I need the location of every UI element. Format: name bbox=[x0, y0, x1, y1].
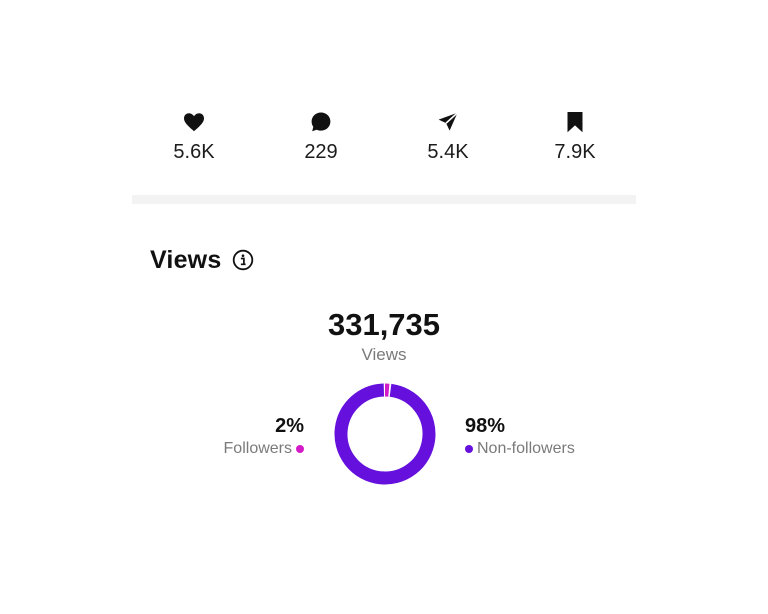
views-donut-chart bbox=[334, 383, 436, 485]
total-views-label: Views bbox=[361, 345, 407, 364]
views-total: 331,735 Views bbox=[284, 305, 484, 365]
followers-label: Followers bbox=[223, 440, 292, 457]
comment-icon bbox=[311, 112, 331, 132]
shares-stat[interactable]: 5.4K bbox=[408, 108, 488, 164]
bookmark-icon bbox=[567, 112, 583, 133]
followers-legend: 2% Followers bbox=[224, 413, 304, 459]
section-divider bbox=[132, 195, 636, 204]
followers-color-dot bbox=[296, 445, 304, 453]
likes-count: 5.6K bbox=[173, 141, 215, 163]
shares-count: 5.4K bbox=[427, 141, 469, 163]
non-followers-segment bbox=[334, 383, 436, 485]
saves-count: 7.9K bbox=[554, 141, 596, 163]
comments-stat[interactable]: 229 bbox=[281, 108, 361, 164]
followers-percent: 2% bbox=[275, 415, 304, 437]
views-title: Views bbox=[150, 245, 222, 274]
non-followers-legend: 98% Non-followers bbox=[465, 413, 575, 459]
comments-count: 229 bbox=[304, 141, 338, 163]
views-header: Views bbox=[150, 243, 254, 277]
engagement-stats: 5.6K 229 5.4K 7.9K bbox=[132, 108, 636, 168]
info-icon[interactable] bbox=[232, 249, 254, 271]
likes-stat[interactable]: 5.6K bbox=[154, 108, 234, 164]
non-followers-color-dot bbox=[465, 445, 473, 453]
heart-icon bbox=[184, 113, 204, 132]
non-followers-label: Non-followers bbox=[477, 440, 575, 457]
saves-stat[interactable]: 7.9K bbox=[535, 108, 615, 164]
non-followers-percent: 98% bbox=[465, 415, 506, 437]
followers-segment bbox=[334, 383, 436, 485]
share-icon bbox=[438, 112, 459, 131]
total-views-value: 331,735 bbox=[327, 307, 441, 342]
